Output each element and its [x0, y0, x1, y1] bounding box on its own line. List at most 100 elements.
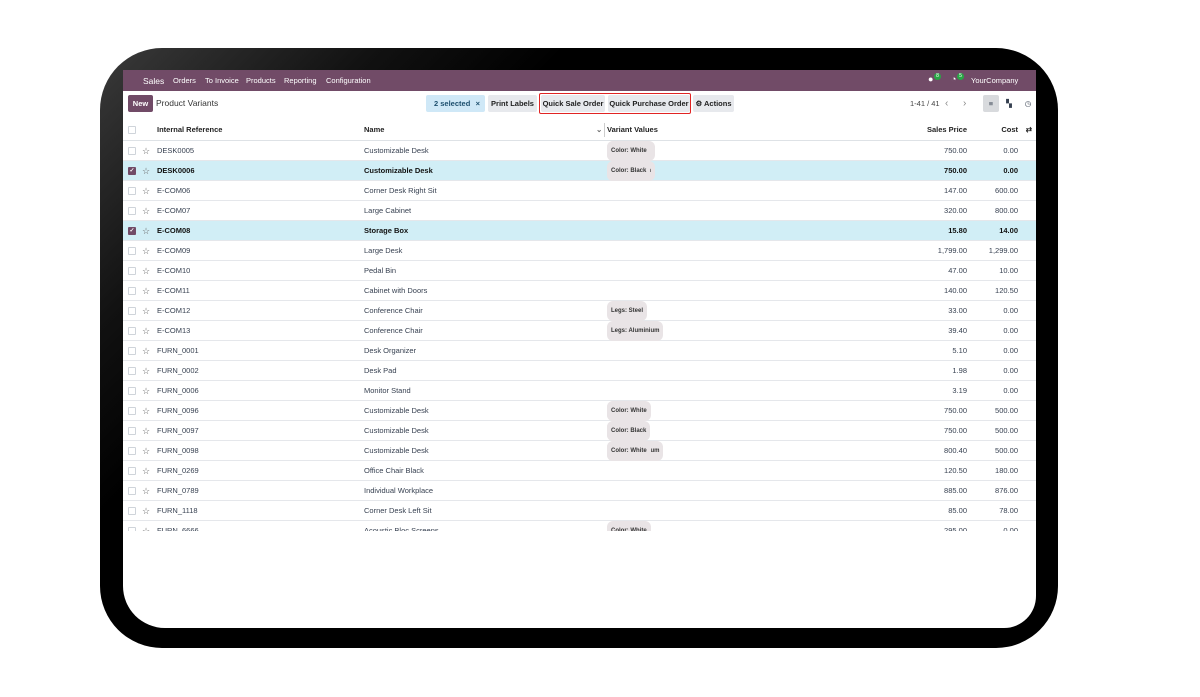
company[interactable]: YourCompany	[971, 76, 1019, 85]
app-name[interactable]: Sales	[143, 76, 165, 86]
row-checkbox[interactable]	[128, 347, 136, 355]
menu-item[interactable]: Products	[246, 76, 276, 85]
favorite-star[interactable]: ☆	[142, 446, 151, 456]
table-row[interactable]: ☆ E-COM06 Corner Desk Right Sit 147.00 600.0…	[123, 181, 1036, 201]
cost: 120.50	[995, 286, 1018, 295]
sales-price: 33.00	[948, 306, 967, 315]
button[interactable]: Print Labels	[488, 95, 537, 112]
row-checkbox[interactable]	[128, 367, 136, 375]
favorite-star[interactable]: ☆	[142, 206, 151, 216]
favorite-star[interactable]: ☆	[142, 286, 151, 296]
table-row[interactable]: ☆ E-COM09 Large Desk 1,799.00 1,299.00	[123, 241, 1036, 261]
row-checkbox[interactable]	[128, 507, 136, 515]
activity-view[interactable]: ◷	[1024, 99, 1032, 108]
pager-next[interactable]: ›	[963, 98, 967, 109]
clear-selection[interactable]: ×	[475, 99, 480, 108]
table-row[interactable]: ☆ FURN_0001 Desk Organizer 5.10 0.00	[123, 341, 1036, 361]
favorite-star[interactable]: ☆	[142, 486, 151, 496]
table-row[interactable]: ☆ E-COM13 Conference Chair Legs: Aluminium 3…	[123, 321, 1036, 341]
favorite-star[interactable]: ☆	[142, 226, 151, 236]
cost: 1,299.00	[988, 246, 1018, 255]
optional-columns[interactable]: ⇄	[1025, 125, 1032, 134]
row-checkbox[interactable]	[128, 147, 136, 155]
pager: 1-41 / 41	[910, 99, 940, 108]
row-checkbox[interactable]: ✓	[128, 227, 136, 235]
new-button[interactable]: New	[128, 95, 153, 112]
favorite-star[interactable]: ☆	[142, 346, 151, 356]
cost: 800.00	[995, 206, 1018, 215]
row-checkbox[interactable]	[128, 447, 136, 455]
row-checkbox[interactable]	[128, 187, 136, 195]
table-row[interactable]: ☆ FURN_1118 Corner Desk Left Sit 85.00 78.00	[123, 501, 1036, 521]
table-row[interactable]: ☆ FURN_0006 Monitor Stand 3.19 0.00	[123, 381, 1036, 401]
cost: 600.00	[995, 186, 1018, 195]
favorite-star[interactable]: ☆	[142, 426, 151, 436]
table-row[interactable]: ✓ ☆ E-COM08 Storage Box 15.80 14.00	[123, 221, 1036, 241]
table-row[interactable]: ☆ FURN_0269 Office Chair Black 120.50 180.00	[123, 461, 1036, 481]
sales-price: 120.50	[944, 466, 967, 475]
favorite-star[interactable]: ☆	[142, 246, 151, 256]
list-view[interactable]: ≡	[983, 95, 999, 112]
kanban-view[interactable]: ▚	[1006, 99, 1012, 108]
column-toggle[interactable]: ⌄	[596, 125, 603, 134]
row-checkbox[interactable]	[128, 287, 136, 295]
table-row[interactable]: ☆ E-COM07 Large Cabinet 320.00 800.00	[123, 201, 1036, 221]
row-checkbox[interactable]	[128, 527, 136, 531]
favorite-star[interactable]: ☆	[142, 466, 151, 476]
button[interactable]: Quick Sale Order	[541, 95, 605, 112]
row-checkbox[interactable]	[128, 387, 136, 395]
product-name: Pedal Bin	[364, 266, 397, 275]
cost: 0.00	[1003, 526, 1018, 531]
table-row[interactable]: ☆ E-COM11 Cabinet with Doors 140.00 120.50	[123, 281, 1036, 301]
table-row[interactable]: ☆ FURN_0002 Desk Pad 1.98 0.00	[123, 361, 1036, 381]
row-checkbox[interactable]	[128, 307, 136, 315]
favorite-star[interactable]: ☆	[142, 506, 151, 516]
actions-button[interactable]: ⚙ Actions	[693, 95, 734, 112]
table-row[interactable]: ☆ FURN_0789 Individual Workplace 885.00 876.…	[123, 481, 1036, 501]
favorite-star[interactable]: ☆	[142, 166, 151, 176]
row-checkbox[interactable]	[128, 427, 136, 435]
sales-price: 750.00	[944, 146, 967, 155]
favorite-star[interactable]: ☆	[142, 326, 151, 336]
favorite-star[interactable]: ☆	[142, 266, 151, 276]
row-checkbox[interactable]	[128, 207, 136, 215]
table-row[interactable]: ☆ E-COM12 Conference Chair Legs: Steel 33.00…	[123, 301, 1036, 321]
favorite-star[interactable]: ☆	[142, 146, 151, 156]
chat-icon[interactable]: ●	[928, 74, 934, 84]
internal-reference: E-COM09	[157, 246, 191, 255]
column-header[interactable]: Variant Values	[607, 125, 658, 134]
favorite-star[interactable]: ☆	[142, 366, 151, 376]
menu-item[interactable]: Reporting	[284, 76, 317, 85]
row-checkbox[interactable]	[128, 247, 136, 255]
column-header[interactable]: Sales Price	[926, 125, 967, 134]
menu-item[interactable]: To Invoice	[205, 76, 239, 85]
column-header[interactable]: Name	[364, 125, 385, 134]
select-all[interactable]	[128, 126, 136, 134]
row-checkbox[interactable]	[128, 467, 136, 475]
button[interactable]: Quick Purchase Order	[608, 95, 690, 112]
favorite-star[interactable]: ☆	[142, 526, 151, 531]
table-row[interactable]: ☆ E-COM10 Pedal Bin 47.00 10.00	[123, 261, 1036, 281]
column-header[interactable]: Internal Reference	[157, 125, 223, 134]
row-checkbox[interactable]	[128, 267, 136, 275]
row-checkbox[interactable]	[128, 327, 136, 335]
favorite-star[interactable]: ☆	[142, 306, 151, 316]
row-checkbox[interactable]	[128, 487, 136, 495]
row-checkbox[interactable]: ✓	[128, 167, 136, 175]
pager-prev[interactable]: ‹	[945, 98, 949, 109]
menu-item[interactable]: Configuration	[326, 76, 371, 85]
row-checkbox[interactable]	[128, 407, 136, 415]
product-name: Customizable Desk	[364, 406, 429, 415]
menu-item[interactable]: Orders	[173, 76, 196, 85]
favorite-star[interactable]: ☆	[142, 406, 151, 416]
activity-icon[interactable]: ◔	[951, 74, 957, 84]
favorite-star[interactable]: ☆	[142, 386, 151, 396]
column-header[interactable]: Cost	[1001, 125, 1018, 134]
favorite-star[interactable]: ☆	[142, 186, 151, 196]
table-row[interactable]: ☆ FURN_6666 Acoustic Bloc Screens Color: Wh…	[123, 521, 1036, 531]
